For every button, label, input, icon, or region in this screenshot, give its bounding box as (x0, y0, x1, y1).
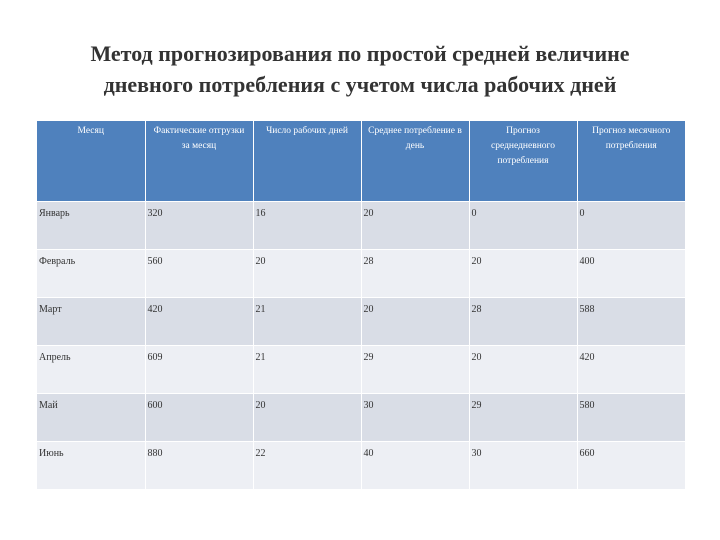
cell-daily-forecast: 28 (469, 296, 578, 345)
cell-daily-forecast: 30 (469, 440, 578, 489)
cell-actual-shipments: 880 (145, 440, 254, 489)
cell-actual-shipments: 609 (145, 344, 254, 393)
title-line-1: Метод прогнозирования по простой средней… (90, 41, 630, 66)
cell-working-days: 22 (253, 440, 362, 489)
cell-monthly-forecast: 588 (577, 296, 685, 345)
cell-avg-daily: 20 (361, 296, 470, 345)
cell-daily-forecast: 29 (469, 392, 578, 441)
cell-month: Февраль (37, 248, 146, 297)
header-working-days: Число рабочих дней (253, 121, 362, 201)
table-row: Январь 320 16 20 0 0 (37, 200, 685, 249)
cell-month: Июнь (37, 440, 146, 489)
cell-working-days: 21 (253, 296, 362, 345)
cell-monthly-forecast: 420 (577, 344, 685, 393)
table-row: Февраль 560 20 28 20 400 (37, 248, 685, 297)
cell-avg-daily: 30 (361, 392, 470, 441)
table-row: Апрель 609 21 29 20 420 (37, 344, 685, 393)
cell-avg-daily: 28 (361, 248, 470, 297)
header-avg-daily-consumption: Среднее потребление в день (361, 121, 470, 201)
cell-month: Апрель (37, 344, 146, 393)
cell-avg-daily: 40 (361, 440, 470, 489)
cell-avg-daily: 20 (361, 200, 470, 249)
cell-working-days: 16 (253, 200, 362, 249)
title-line-2: дневного потребления с учетом числа рабо… (103, 72, 617, 97)
table-row: Май 600 20 30 29 580 (37, 392, 685, 441)
table-header-row: Месяц Фактические отгрузки за месяц Числ… (37, 121, 685, 201)
table-row: Март 420 21 20 28 588 (37, 296, 685, 345)
cell-month: Май (37, 392, 146, 441)
cell-month: Март (37, 296, 146, 345)
cell-daily-forecast: 20 (469, 344, 578, 393)
cell-monthly-forecast: 580 (577, 392, 685, 441)
cell-actual-shipments: 600 (145, 392, 254, 441)
cell-monthly-forecast: 660 (577, 440, 685, 489)
forecast-table: Месяц Фактические отгрузки за месяц Числ… (37, 121, 685, 489)
header-monthly-forecast: Прогноз месячного потребления (577, 121, 685, 201)
cell-working-days: 20 (253, 248, 362, 297)
table-row: Июнь 880 22 40 30 660 (37, 440, 685, 489)
page-title: Метод прогнозирования по простой средней… (0, 38, 720, 100)
cell-working-days: 21 (253, 344, 362, 393)
cell-daily-forecast: 20 (469, 248, 578, 297)
cell-actual-shipments: 320 (145, 200, 254, 249)
cell-monthly-forecast: 400 (577, 248, 685, 297)
header-month: Месяц (37, 121, 146, 201)
cell-daily-forecast: 0 (469, 200, 578, 249)
cell-working-days: 20 (253, 392, 362, 441)
cell-month: Январь (37, 200, 146, 249)
cell-actual-shipments: 420 (145, 296, 254, 345)
header-daily-forecast: Прогноз среднедневного потребления (469, 121, 578, 201)
header-actual-shipments: Фактические отгрузки за месяц (145, 121, 254, 201)
cell-monthly-forecast: 0 (577, 200, 685, 249)
cell-avg-daily: 29 (361, 344, 470, 393)
cell-actual-shipments: 560 (145, 248, 254, 297)
